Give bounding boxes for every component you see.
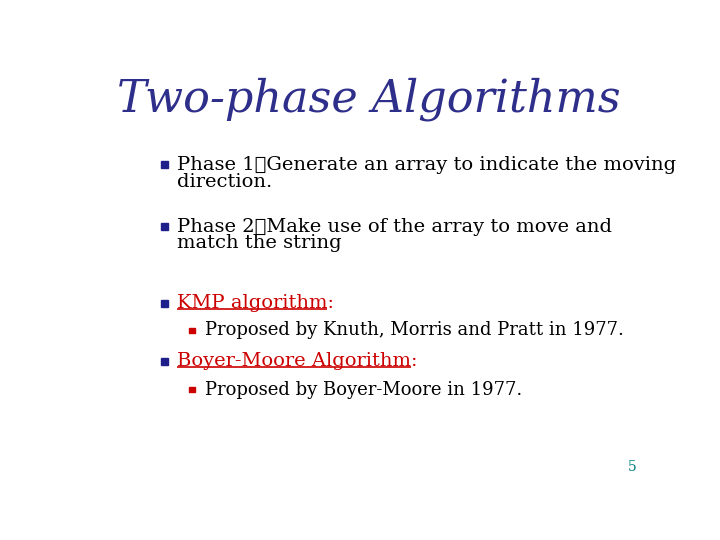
Text: KMP algorithm:: KMP algorithm: [177, 294, 334, 313]
FancyBboxPatch shape [189, 387, 194, 393]
Text: match the string: match the string [177, 234, 341, 252]
FancyBboxPatch shape [161, 300, 168, 307]
Text: direction.: direction. [177, 173, 272, 191]
Text: Boyer-Moore Algorithm: Boyer-Moore Algorithm [0, 539, 1, 540]
FancyBboxPatch shape [189, 328, 194, 333]
Text: 5: 5 [628, 461, 636, 475]
Text: Boyer-Moore Algorithm:: Boyer-Moore Algorithm: [177, 352, 418, 370]
Text: Proposed by Boyer-Moore in 1977.: Proposed by Boyer-Moore in 1977. [204, 381, 522, 399]
Text: Phase 1：Generate an array to indicate the moving: Phase 1：Generate an array to indicate th… [177, 156, 676, 174]
Text: Proposed by Knuth, Morris and Pratt in 1977.: Proposed by Knuth, Morris and Pratt in 1… [204, 321, 624, 340]
FancyBboxPatch shape [161, 223, 168, 230]
FancyBboxPatch shape [161, 161, 168, 168]
FancyBboxPatch shape [161, 358, 168, 365]
Text: Two-phase Algorithms: Two-phase Algorithms [117, 78, 621, 122]
Text: Phase 2：Make use of the array to move and: Phase 2：Make use of the array to move an… [177, 218, 612, 235]
Text: KMP algorithm: KMP algorithm [0, 539, 1, 540]
